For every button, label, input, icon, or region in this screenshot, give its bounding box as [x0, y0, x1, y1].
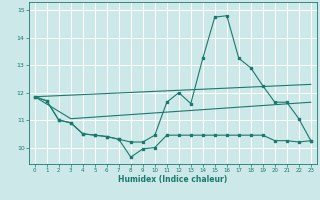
X-axis label: Humidex (Indice chaleur): Humidex (Indice chaleur)	[118, 175, 228, 184]
